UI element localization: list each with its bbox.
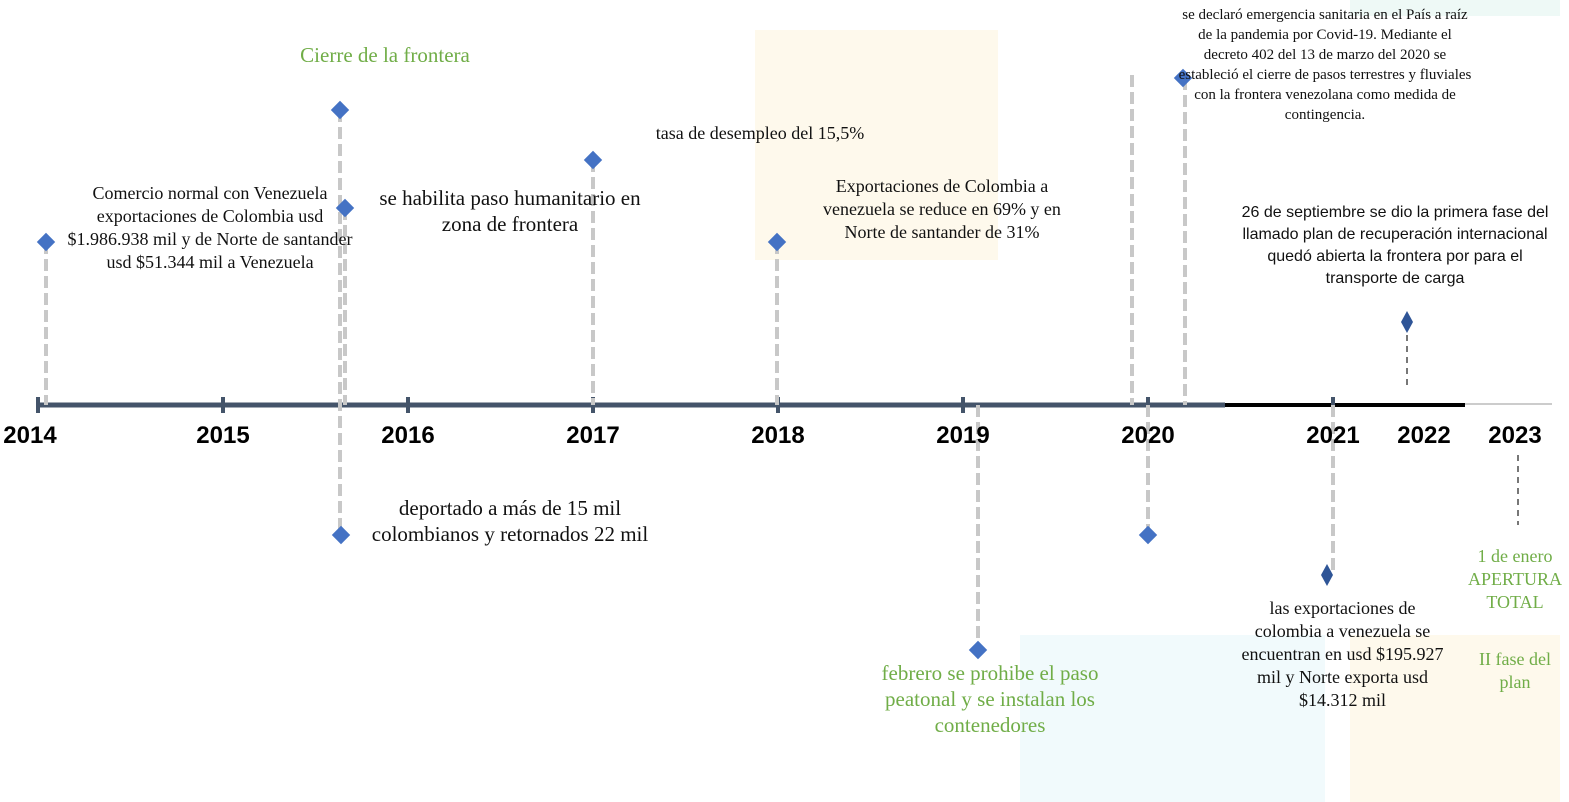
diamond [36, 232, 56, 252]
diamond [330, 100, 350, 120]
event-text: deportado a más de 15 mil colombianos y … [371, 496, 649, 546]
diamond [335, 198, 355, 218]
event-text: Comercio normal con Venezuela exportacio… [67, 183, 353, 272]
diamond [767, 232, 787, 252]
event-text: Exportaciones de Colombia a venezuela se… [823, 176, 1061, 242]
year-label: 2022 [1397, 422, 1451, 449]
event-text: 1 de enero APERTURA TOTAL [1468, 546, 1562, 612]
year-label: 2023 [1488, 422, 1542, 449]
background-box [1020, 635, 1325, 802]
event-text: febrero se prohibe el paso peatonal y se… [881, 661, 1099, 737]
event-text: las exportaciones de colombia a venezuel… [1241, 598, 1444, 710]
diamond [968, 640, 988, 660]
background-box [1350, 635, 1560, 802]
diamond [331, 525, 351, 545]
diamond [1401, 311, 1413, 333]
background-box [755, 30, 998, 260]
year-label: 2021 [1306, 422, 1360, 449]
year-label: 2014 [3, 422, 57, 449]
year-label: 2019 [936, 422, 990, 449]
year-label: 2020 [1121, 422, 1175, 449]
year-label: 2018 [751, 422, 805, 449]
diamond [1173, 68, 1193, 88]
year-label: 2017 [566, 422, 620, 449]
year-label: 2016 [381, 422, 435, 449]
event-text: se declaró emergencia sanitaria en el Pa… [1178, 7, 1472, 123]
event-text: tasa de desempleo del 15,5% [655, 123, 865, 143]
background-box [1350, 0, 1560, 16]
year-label: 2015 [196, 422, 250, 449]
event-text: II fase del plan [1479, 649, 1551, 692]
event-text: se habilita paso humanitario en zona de … [379, 186, 641, 236]
diamond [1138, 525, 1158, 545]
event-text: 26 de septiembre se dio la primera fase … [1241, 204, 1549, 287]
diamond [583, 150, 603, 170]
event-text: Cierre de la frontera [300, 43, 470, 67]
diamond [1321, 564, 1333, 586]
